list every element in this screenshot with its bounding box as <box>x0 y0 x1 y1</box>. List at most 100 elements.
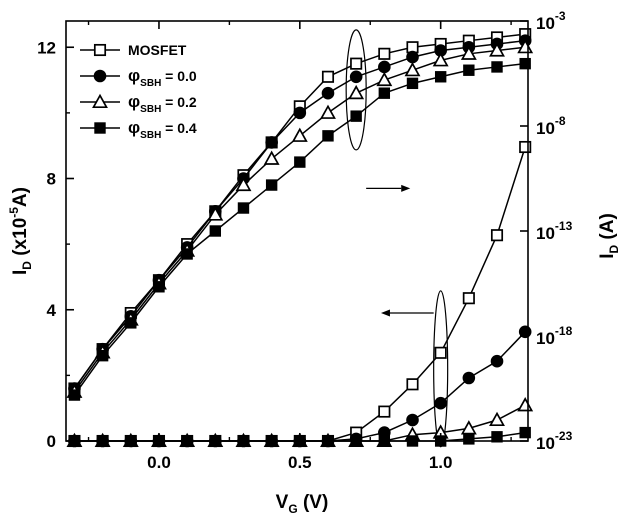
legend-label: φSBH = 0.4 <box>128 118 197 141</box>
legend-label-prefix: MOSFET <box>128 42 187 58</box>
legend-item: φSBH = 0.2 <box>80 92 197 115</box>
open-triangle-point <box>291 127 308 142</box>
linear-series-line <box>73 46 526 393</box>
filled-square-point <box>125 317 137 329</box>
y-right-title-rest: (A) <box>597 213 618 245</box>
legend-label: φSBH = 0.2 <box>128 92 197 115</box>
x-axis-title-main: V <box>276 492 289 513</box>
open-square-point <box>378 47 391 60</box>
y-left-tick-label: 0 <box>47 432 56 451</box>
right-arrow-head-icon <box>401 184 411 192</box>
legend-label: MOSFET <box>128 42 187 58</box>
legend-label-sub: SBH <box>140 130 161 141</box>
open-square-point <box>434 346 447 359</box>
filled-square-point <box>294 156 306 168</box>
y-right-tick-label: 10-18 <box>536 324 573 348</box>
filled-square-point <box>406 77 419 90</box>
y-right-tick-exp: -8 <box>555 114 566 128</box>
open-square-point <box>93 43 107 57</box>
open-triangle-point <box>489 42 505 57</box>
filled-circle-point <box>490 354 504 368</box>
legend-label: φSBH = 0.0 <box>128 66 197 89</box>
filled-square-point <box>265 179 278 191</box>
legend-label-prefix: φ <box>128 66 140 85</box>
filled-square-point <box>322 130 334 142</box>
x-tick-label: 0.0 <box>147 453 171 472</box>
y-right-tick-label: 10-23 <box>536 429 573 453</box>
legend-item: φSBH = 0.4 <box>80 118 197 141</box>
open-triangle-point <box>376 71 393 87</box>
y-right-tick-base: 10 <box>536 434 555 453</box>
filled-square-point <box>463 64 475 76</box>
x-axis-title: VG (V) <box>276 492 329 516</box>
filled-circle-point <box>265 136 278 149</box>
filled-square-point <box>491 61 503 73</box>
y-right-axis-title: ID (A) <box>597 213 621 259</box>
y-right-tick-exp: -3 <box>555 9 566 23</box>
legend-label-sub: SBH <box>140 78 161 89</box>
log-series-open-square <box>68 140 532 448</box>
open-triangle-point <box>348 84 365 100</box>
filled-square-point <box>434 71 447 83</box>
legend-label-suffix: = 0.4 <box>161 120 197 136</box>
legend-label-prefix: φ <box>128 118 140 137</box>
open-triangle-point <box>263 150 280 165</box>
open-triangle-point <box>489 411 505 427</box>
y-right-tick-exp: -23 <box>555 429 573 443</box>
filled-square-point <box>378 87 391 99</box>
linear-series-filled-circle <box>68 34 532 395</box>
open-square-point <box>350 57 363 70</box>
legend-label-prefix: φ <box>128 92 140 111</box>
filled-circle-point <box>321 86 335 100</box>
log-series-filled-circle <box>68 325 532 448</box>
y-right-tick-base: 10 <box>536 119 555 138</box>
open-square-point <box>406 378 419 391</box>
open-triangle-point <box>432 52 449 67</box>
filled-square-point <box>209 225 222 237</box>
open-square-point <box>462 292 475 305</box>
x-tick-label: 0.5 <box>288 453 312 472</box>
x-axis-title-rest: (V) <box>298 492 329 513</box>
filled-square-point <box>519 426 531 439</box>
linear-series-line <box>73 39 526 389</box>
filled-circle-point <box>406 413 419 427</box>
legend-item: MOSFET <box>80 42 187 58</box>
open-square-point <box>321 70 335 83</box>
filled-circle-point <box>406 50 419 64</box>
x-axis-title-sub: G <box>288 502 297 516</box>
y-left-title-pre: (x10 <box>10 218 31 261</box>
y-left-title-main: I <box>10 270 31 275</box>
y-left-tick-label: 12 <box>37 38 56 57</box>
y-right-title-main: I <box>597 254 618 259</box>
open-triangle-point <box>207 206 224 221</box>
open-square-point <box>490 229 504 242</box>
axes-layer: 0.0 0.5 1.00481210-2310-1810-1310-810-3VG … <box>7 9 621 516</box>
filled-square-point <box>350 110 362 122</box>
y-right-title-sub: D <box>607 245 621 254</box>
filled-circle-point <box>93 69 107 83</box>
filled-square-point <box>519 57 531 70</box>
y-right-tick-label: 10-13 <box>536 219 573 243</box>
open-triangle-point <box>404 61 421 77</box>
filled-circle-point <box>462 371 476 385</box>
filled-circle-point <box>349 70 363 84</box>
y-left-title-sub: D <box>20 261 34 270</box>
open-square-point <box>378 405 391 418</box>
open-square-point <box>519 140 532 154</box>
linear-series-filled-square <box>68 57 531 401</box>
open-triangle-point <box>320 104 336 119</box>
y-right-tick-base: 10 <box>536 329 555 348</box>
y-right-tick-label: 10-8 <box>536 114 566 138</box>
filled-square-point <box>153 281 165 293</box>
legend-label-sub: SBH <box>140 104 161 115</box>
right-axis-ellipse <box>345 29 367 151</box>
legend-label-suffix: = 0.2 <box>161 94 197 110</box>
filled-circle-point <box>378 60 391 74</box>
legend-item: φSBH = 0.0 <box>80 66 197 89</box>
filled-square-point <box>491 431 503 443</box>
left-axis-ellipse <box>433 290 449 448</box>
y-right-tick-base: 10 <box>536 224 555 243</box>
y-right-tick-exp: -13 <box>555 219 573 233</box>
